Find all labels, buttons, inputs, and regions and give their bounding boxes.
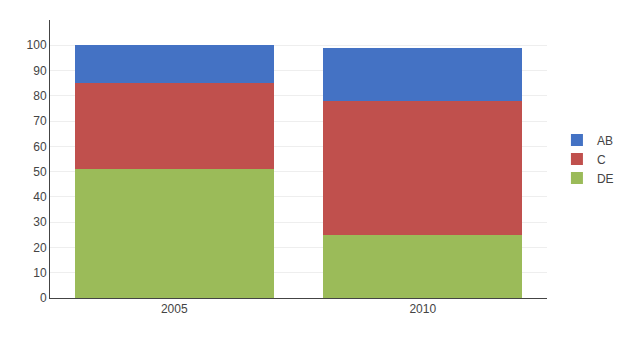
svg-text:AB: AB (597, 134, 613, 148)
svg-text:0: 0 (40, 291, 47, 305)
svg-text:40: 40 (33, 190, 47, 204)
svg-text:2005: 2005 (161, 302, 188, 316)
svg-text:C: C (597, 153, 606, 167)
svg-text:80: 80 (33, 89, 47, 103)
svg-text:30: 30 (33, 215, 47, 229)
svg-text:70: 70 (33, 114, 47, 128)
svg-text:20: 20 (33, 241, 47, 255)
svg-text:10: 10 (33, 266, 47, 280)
svg-text:DE: DE (597, 172, 614, 186)
svg-text:60: 60 (33, 140, 47, 154)
svg-text:50: 50 (33, 165, 47, 179)
svg-text:100: 100 (27, 38, 47, 52)
svg-text:90: 90 (33, 64, 47, 78)
svg-text:2010: 2010 (409, 302, 436, 316)
